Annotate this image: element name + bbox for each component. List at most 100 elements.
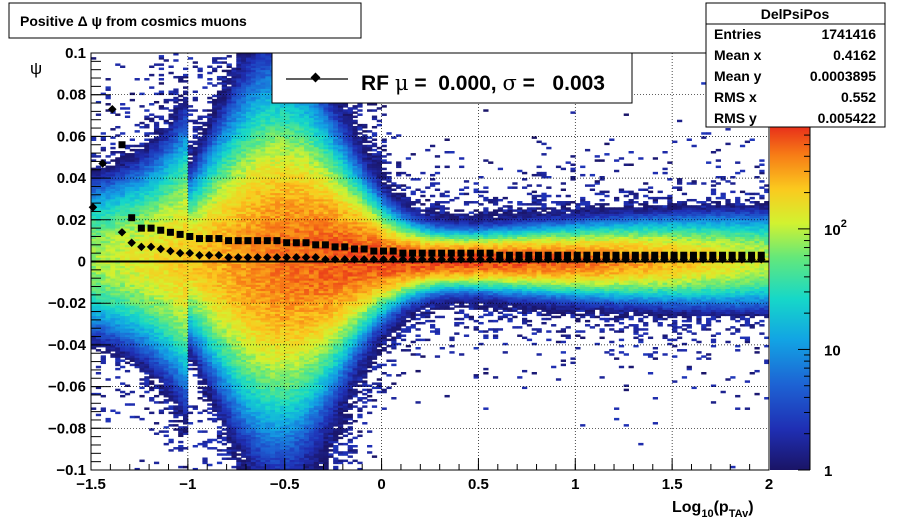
heatmap-cell	[95, 207, 102, 210]
heatmap-cell	[149, 397, 155, 400]
heatmap-cell	[221, 432, 227, 435]
heatmap-cell	[207, 109, 213, 112]
heatmap-cell	[124, 242, 131, 246]
heatmap-cell	[100, 334, 106, 337]
heatmap-cell	[105, 165, 111, 169]
heatmap-cell	[120, 246, 126, 250]
heatmap-cell	[207, 96, 213, 100]
heatmap-cell	[95, 196, 102, 200]
heatmap-cell	[134, 255, 140, 258]
heatmap-cell	[120, 198, 126, 202]
heatmap-cell	[100, 242, 106, 246]
heatmap-cell	[105, 109, 111, 112]
heatmap-cell	[183, 447, 189, 450]
heatmap-cell	[115, 238, 121, 242]
heatmap-cell	[105, 299, 111, 302]
heatmap-cell	[134, 178, 140, 181]
heatmap-cell	[129, 292, 135, 296]
heatmap-cell	[100, 344, 106, 348]
heatmap-cell	[105, 267, 111, 271]
heatmap-cell	[124, 351, 131, 354]
heatmap-cell	[110, 334, 116, 337]
heatmap-cell	[105, 194, 111, 198]
heatmap-cell	[221, 457, 227, 460]
heatmap-cell	[95, 178, 102, 181]
heatmap-cell	[129, 148, 135, 152]
heatmap-cell	[124, 209, 131, 212]
heatmap-cell	[115, 257, 121, 260]
heatmap-cell	[105, 265, 111, 269]
heatmap-cell	[110, 194, 116, 198]
heatmap-cell	[95, 290, 102, 294]
heatmap-cell	[124, 228, 131, 231]
heatmap-cell	[158, 67, 165, 71]
heatmap-cell	[115, 286, 121, 290]
heatmap-cell	[91, 317, 97, 321]
heatmap-cell	[95, 219, 102, 223]
heatmap-cell	[91, 288, 97, 292]
heatmap-cell	[178, 75, 184, 79]
heatmap-cell	[120, 299, 126, 302]
heatmap-cell	[134, 205, 140, 208]
heatmap-cell	[120, 186, 126, 189]
heatmap-cell	[100, 261, 106, 264]
heatmap-cell	[110, 255, 116, 258]
heatmap-cell	[120, 344, 126, 348]
heatmap-cell	[100, 317, 106, 321]
heatmap-cell	[100, 265, 106, 269]
heatmap-cell	[110, 326, 116, 329]
heatmap-cell	[110, 182, 116, 185]
heatmap-cell	[134, 173, 140, 177]
heatmap-cell	[120, 276, 126, 279]
heatmap-cell	[95, 238, 102, 242]
heatmap-cell	[115, 207, 121, 210]
heatmap-cell	[105, 223, 111, 227]
heatmap-cell	[100, 186, 106, 189]
heatmap-cell	[115, 226, 121, 229]
heatmap-cell	[124, 215, 131, 219]
heatmap-cell	[183, 90, 189, 94]
heatmap-cell	[105, 251, 111, 254]
heatmap-cell	[134, 334, 140, 337]
heatmap-cell	[120, 288, 126, 292]
heatmap-cell	[129, 269, 135, 273]
heatmap-cell	[91, 173, 97, 177]
heatmap-cell	[120, 194, 126, 198]
heatmap-cell	[115, 228, 121, 231]
heatmap-cell	[124, 184, 131, 187]
heatmap-cell	[129, 284, 135, 287]
heatmap-cell	[212, 447, 218, 450]
heatmap-cell	[158, 82, 165, 85]
heatmap-cell	[129, 198, 135, 202]
heatmap-cell	[120, 284, 126, 287]
heatmap-cell	[110, 271, 116, 275]
heatmap-cell	[95, 201, 102, 204]
heatmap-cell	[134, 211, 140, 214]
heatmap-cell	[115, 317, 121, 321]
heatmap-cell	[163, 119, 169, 123]
heatmap-cell	[115, 278, 121, 281]
heatmap-cell	[120, 346, 126, 350]
heatmap-cell	[105, 173, 111, 177]
heatmap-cell	[91, 178, 97, 181]
heatmap-cell	[129, 311, 135, 315]
heatmap-cell	[95, 230, 102, 233]
heatmap-cell	[105, 215, 111, 219]
heatmap-cell	[100, 324, 106, 327]
heatmap-cell	[124, 286, 131, 290]
heatmap-cell	[178, 444, 184, 448]
heatmap-cell	[110, 240, 116, 244]
heatmap-cell	[91, 265, 97, 269]
heatmap-cell	[110, 142, 116, 146]
heatmap-cell	[115, 340, 121, 344]
heatmap-cell	[187, 144, 194, 148]
heatmap-cell	[134, 171, 140, 175]
heatmap-cell	[129, 278, 135, 281]
heatmap-cell	[134, 234, 140, 237]
heatmap-cell	[197, 430, 203, 433]
heatmap-cell	[178, 103, 184, 106]
heatmap-cell	[95, 173, 102, 177]
heatmap-cell	[91, 311, 97, 315]
heatmap-cell	[231, 465, 237, 469]
heatmap-cell	[95, 226, 102, 229]
